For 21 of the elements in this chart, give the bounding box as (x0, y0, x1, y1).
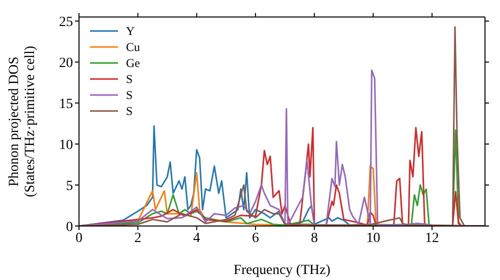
legend-label: Y (126, 24, 135, 38)
x-tick-label: 8 (310, 230, 318, 246)
legend-label: S (126, 88, 133, 102)
y-tick-label: 15 (59, 97, 73, 112)
y-tick-label: 5 (66, 178, 73, 194)
y-tick-label: 0 (66, 220, 73, 235)
y-axis-title: Phonon projected DOS (States/THz·primitive cell) (7, 46, 38, 198)
legend-label: Ge (126, 56, 140, 70)
x-tick-label: 6 (252, 230, 260, 246)
legend-label: Cu (126, 40, 140, 54)
x-axis-title: Frequency (THz) (234, 263, 331, 278)
legend-label: S (126, 72, 133, 86)
x-tick-label: 0 (76, 230, 82, 246)
x-tick-label: 2 (134, 230, 142, 246)
legend-label: S (126, 104, 133, 118)
y-tick-label: 10 (59, 138, 73, 154)
y-tick-label: 25 (59, 15, 73, 30)
x-tick-label: 4 (193, 230, 200, 246)
x-tick-label: 10 (366, 230, 380, 246)
y-tick-label: 20 (59, 56, 73, 72)
x-tick-label: 12 (425, 230, 440, 246)
